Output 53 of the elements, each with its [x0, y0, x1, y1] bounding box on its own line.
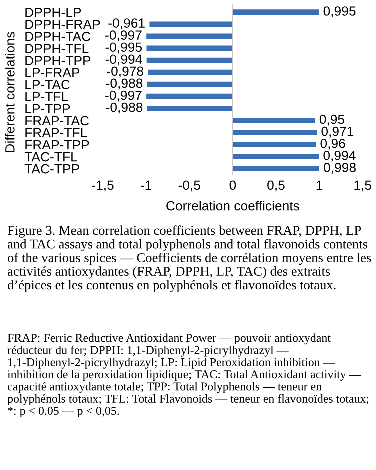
bar	[232, 166, 320, 172]
data-label: -0,988	[106, 102, 143, 114]
y-tick-label: TAC-TFL	[24, 152, 78, 162]
x-tick-label: 1,5	[354, 180, 372, 192]
data-label: 0,95	[320, 114, 344, 126]
x-tick-label: 0,5	[268, 180, 285, 192]
bar	[147, 106, 233, 112]
x-tick-label: 0	[230, 180, 236, 190]
data-label: -0,997	[106, 30, 142, 42]
bar	[147, 82, 233, 88]
data-label: -0,988	[106, 78, 143, 90]
y-tick-label: DPPH-TPP	[26, 56, 91, 66]
data-label: 0,998	[324, 163, 356, 174]
x-tick-label: -1,5	[92, 180, 114, 192]
y-axis-title: Different correlations	[5, 32, 15, 152]
y-tick-label: LP-TPP	[26, 104, 70, 114]
data-label: 0,96	[320, 138, 346, 150]
y-tick-label: FRAP-TAC	[26, 116, 90, 126]
y-tick-label: FRAP-TPP	[26, 140, 90, 150]
bar	[232, 142, 316, 148]
x-tick-label: -1	[141, 180, 152, 190]
x-tick-label: 1	[316, 180, 323, 190]
bar	[146, 46, 233, 52]
data-label: -0,961	[108, 18, 145, 30]
bar	[146, 58, 233, 64]
caption: Figure 3. Mean correlation coefficients between FRAP, DPPH, LP and TAC assays and total polyphenols and total flavonoids contents of the various spices — Coefficients de corrélation moyens entre les activités antioxydantes (FRAP, DPPH, LP, TAC) des extraits d’épices et les contenus en polyphénols et flavonoïdes totaux.	[8, 226, 372, 292]
bar	[146, 34, 233, 40]
data-label: -0,997	[106, 90, 142, 102]
data-label: -0,994	[106, 54, 142, 66]
y-tick-label: LP-TAC	[26, 80, 70, 90]
bar	[148, 70, 233, 76]
x-axis-title: Correlation coefficients	[166, 201, 300, 211]
text: FRAP: Ferric Reductive Antioxidant Power — pouvoir antioxydant réducteur du fer; DPPH: 1,1-Diphenyl-2-picrylhydrazyl — 1,1-Diphenyl-2-picrylhydrazyl; LP: Lipid Peroxidation inhibition — inhibition de la peroxidation lipidique; TAC: Total Antioxidant activity — capacité antioxydante totale; TPP: Total Polyphenols — teneur en polyphénols totaux; TFL: Total Flavonoids — teneur en flavonoïdes totaux; *: p < 0.05 — p < 0,05.	[8, 334, 369, 418]
y-tick-label: DPPH-TFL	[26, 44, 89, 54]
data-label: -0,995	[106, 42, 142, 54]
y-tick-label: DPPH-LP	[26, 8, 82, 18]
data-label: -0,978	[107, 66, 144, 78]
y-tick-label: DPPH-FRAP	[26, 20, 100, 30]
data-label: 0,994	[324, 150, 356, 162]
data-label: 0,971	[322, 126, 354, 138]
bar	[232, 130, 318, 136]
bar	[150, 22, 233, 28]
data-label: 0,995	[324, 6, 356, 18]
bar	[146, 94, 233, 100]
y-tick-label: LP-FRAP	[26, 68, 80, 78]
bar	[232, 154, 320, 160]
y-tick-label: FRAP-TFL	[26, 128, 88, 138]
y-tick-label: TAC-TPP	[24, 164, 80, 174]
x-tick-label: -0,5	[178, 180, 200, 192]
bar	[232, 118, 316, 124]
y-tick-label: LP-TFL	[26, 92, 68, 102]
bar	[232, 10, 320, 16]
y-tick-label: DPPH-TAC	[26, 32, 91, 42]
